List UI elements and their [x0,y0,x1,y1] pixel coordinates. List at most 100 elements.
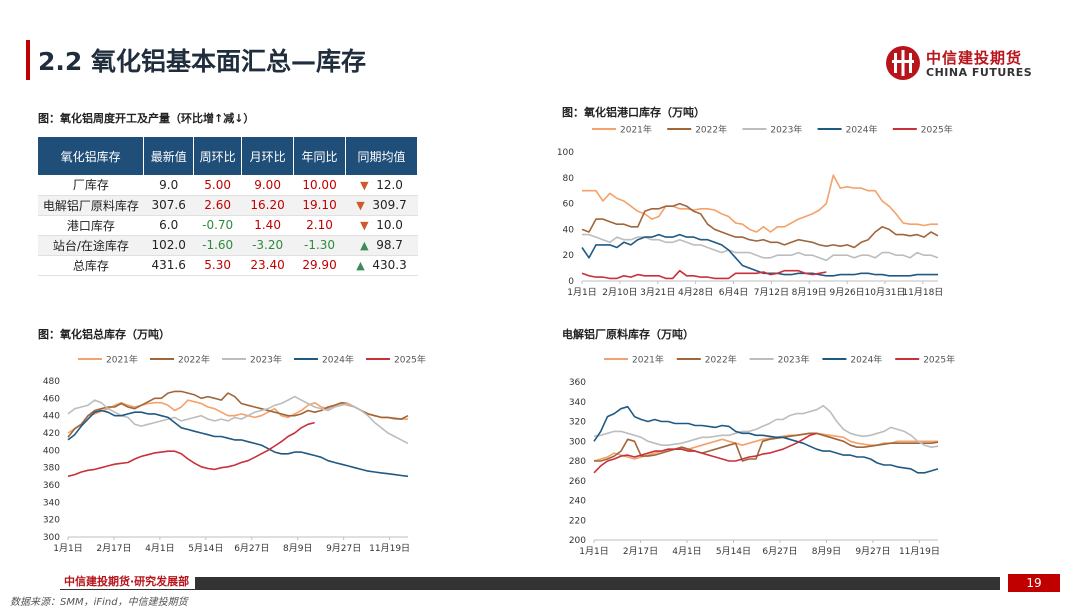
chart-port-inventory: 2021年 2022年 2023年 2024年 2025年 0 20 40 60 80 100 1月1… [557,124,953,299]
y-tick-label: 220 [569,516,586,526]
x-tick-label: 6月27日 [762,546,797,557]
table-row: 厂库存 9.0 5.00 9.00 10.00 ▼ 12.0 [38,175,418,196]
series-line-2022年 [581,202,939,249]
yoy-cell: 19.10 [293,195,346,216]
x-tick-label: 4月1日 [672,546,701,557]
yoy-value: 2.10 [306,218,333,232]
latest-value: 9.0 [143,175,194,196]
yoy-value: 10.00 [302,177,337,192]
series-line-2023年 [67,395,409,445]
wow-value: 5.30 [193,255,242,276]
y-tick-label: 240 [569,497,586,507]
chart-total-inventory: 2021年 2022年 2023年 2024年 2025年 300 320 340 360 380… [43,354,426,555]
logo-text-cn: 中信建投期货 [926,49,1023,67]
legend-item: 2021年 [78,354,138,366]
wow-value: -1.60 [193,235,242,256]
x-tick-label: 9月27日 [855,546,890,557]
col-header: 年同比 [293,137,346,175]
y-tick-label: 20 [563,251,575,261]
x-tick-label: 8月9日 [283,543,312,554]
row-name: 站台/在途库存 [38,235,144,256]
trend-down-arrow-icon: ▼ [360,219,369,232]
yoy-value: 19.10 [302,198,337,212]
series-line-2025年 [581,269,827,280]
page-number: 19 [1008,574,1060,592]
avg-cell: ▼ 10.0 [345,215,418,236]
y-tick-label: 40 [563,225,575,235]
inventory-table: 氧化铝库存 最新值 周环比 月环比 年同比 同期均值 厂库存 9.0 5.00 9.0… [38,137,418,276]
y-tick-label: 100 [557,148,574,158]
y-tick-label: 280 [569,457,586,467]
chart-smelter-inventory: 2021年 2022年 2023年 2024年 2025年 200 220 240 260 280… [569,354,955,558]
row-name: 总库存 [38,255,144,276]
x-tick-label: 6月27日 [234,543,269,554]
x-tick-label: 10月31日 [865,287,906,298]
avg-cell: ▼ 12.0 [345,175,418,196]
latest-value: 6.0 [143,215,194,236]
mom-value: 9.00 [241,175,294,196]
wow-value: 5.00 [193,175,242,196]
x-tick-label: 3月21日 [640,287,675,298]
chart-title-smelter: 电解铝厂原料库存（万吨） [562,328,694,341]
wow-value: 2.60 [193,195,242,216]
avg-value: 430.3 [372,258,407,272]
legend-item: 2022年 [676,354,737,366]
col-header: 同期均值 [345,137,418,175]
y-tick-label: 60 [563,200,575,210]
legend-item: 2023年 [222,354,282,366]
avg-value: 309.7 [372,198,407,212]
latest-value: 307.6 [143,195,194,216]
series-line-2022年 [594,432,939,462]
table-row: 站台/在途库存 102.0 -1.60 -3.20 -1.30 ▲ 98.7 [38,235,418,256]
legend-item: 2023年 [749,354,810,366]
legend-label: 2022年 [695,124,727,136]
chart-title-port: 图：氧化铝港口库存（万吨） [562,106,705,119]
series-line-2025年 [67,421,315,478]
table-row: 电解铝厂原料库存 307.6 2.60 16.20 19.10 ▼ 309.7 [38,195,418,216]
legend-item: 2024年 [294,354,354,366]
y-tick-label: 260 [569,477,586,487]
x-tick-label: 11月19日 [369,543,410,554]
title-accent-bar [26,40,30,80]
x-tick-label: 11月18日 [902,287,943,298]
y-tick-label: 80 [563,174,575,184]
y-tick-label: 300 [43,533,60,543]
latest-value: 431.6 [143,255,194,276]
yoy-cell: 10.00 [293,175,346,196]
avg-value: 10.0 [376,218,403,232]
legend-item: 2022年 [667,124,727,136]
legend-item: 2025年 [366,354,426,366]
trend-down-arrow-icon: ▼ [360,178,369,192]
legend-label: 2025年 [921,124,953,136]
legend-label: 2024年 [846,124,878,136]
legend-label: 2022年 [178,354,210,366]
table-header-row: 氧化铝库存 最新值 周环比 月环比 年同比 同期均值 [38,137,418,175]
data-source: 数据来源：SMM，iFind，中信建投期货 [10,597,188,608]
row-name: 厂库存 [38,175,144,196]
x-tick-label: 1月1日 [567,287,596,298]
series-line-2024年 [593,405,939,474]
footer-bar [60,577,1000,590]
avg-cell: ▲ 98.7 [345,235,418,256]
y-tick-label: 360 [569,378,586,388]
y-tick-label: 360 [43,481,60,491]
x-tick-label: 8月9日 [812,546,841,557]
company-logo: 中信建投期货 CHINA FUTURES [884,44,1044,84]
legend-item: 2024年 [817,124,878,136]
mom-value: 1.40 [241,215,294,236]
logo-text-en: CHINA FUTURES [926,66,1033,79]
col-header: 最新值 [143,137,195,175]
x-tick-label: 7月12日 [754,287,789,298]
x-tick-label: 5月14日 [188,543,223,554]
wow-value: -0.70 [193,215,242,236]
trend-up-arrow-icon: ▲ [360,239,369,252]
avg-value: 12.0 [376,177,403,192]
y-tick-label: 300 [569,437,586,447]
trend-down-arrow-icon: ▼ [356,199,365,212]
col-header: 氧化铝库存 [38,137,145,175]
table-row: 港口库存 6.0 -0.70 1.40 2.10 ▼ 10.0 [38,215,418,236]
legend-label: 2023年 [770,124,802,136]
avg-value: 98.7 [376,238,403,252]
legend-label: 2021年 [620,124,652,136]
yoy-cell: 29.90 [293,255,346,276]
